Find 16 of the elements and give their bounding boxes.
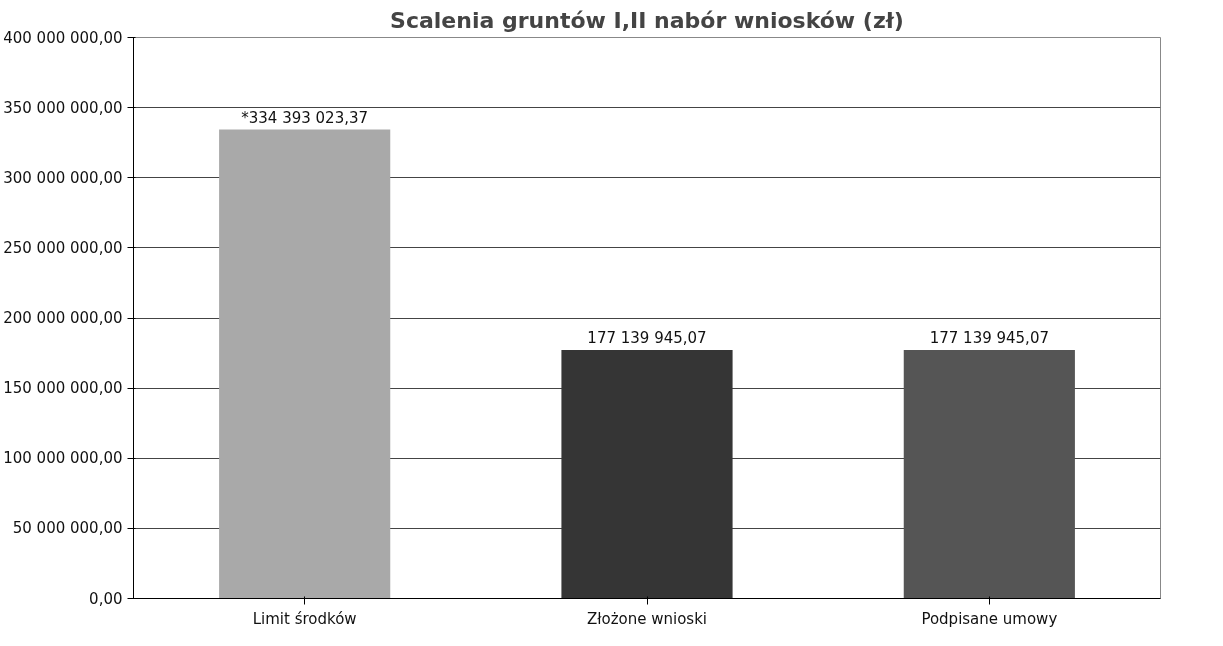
y-tick-label: 150 000 000,00 xyxy=(3,379,123,398)
chart-title: Scalenia gruntów I,II nabór wniosków (zł) xyxy=(390,7,904,33)
y-tick-label: 400 000 000,00 xyxy=(3,28,123,47)
data-label: 177 139 945,07 xyxy=(587,329,707,348)
y-tick-label: 50 000 000,00 xyxy=(12,519,123,538)
data-label: *334 393 023,37 xyxy=(241,108,369,127)
y-tick-label: 200 000 000,00 xyxy=(3,309,123,327)
x-tick-label: Podpisane umowy xyxy=(921,609,1058,628)
y-tick-label: 0,00 xyxy=(89,589,123,608)
y-tick-label: 100 000 000,00 xyxy=(3,449,123,468)
y-tick-label: 300 000 000,00 xyxy=(3,168,123,187)
y-tick-label: 250 000 000,00 xyxy=(3,238,123,257)
y-tick-label: 350 000 000,00 xyxy=(3,98,123,117)
x-tick-label: Limit środków xyxy=(252,609,357,628)
x-tick-label: Złożone wnioski xyxy=(586,609,708,628)
data-label: 177 139 945,07 xyxy=(929,329,1049,348)
